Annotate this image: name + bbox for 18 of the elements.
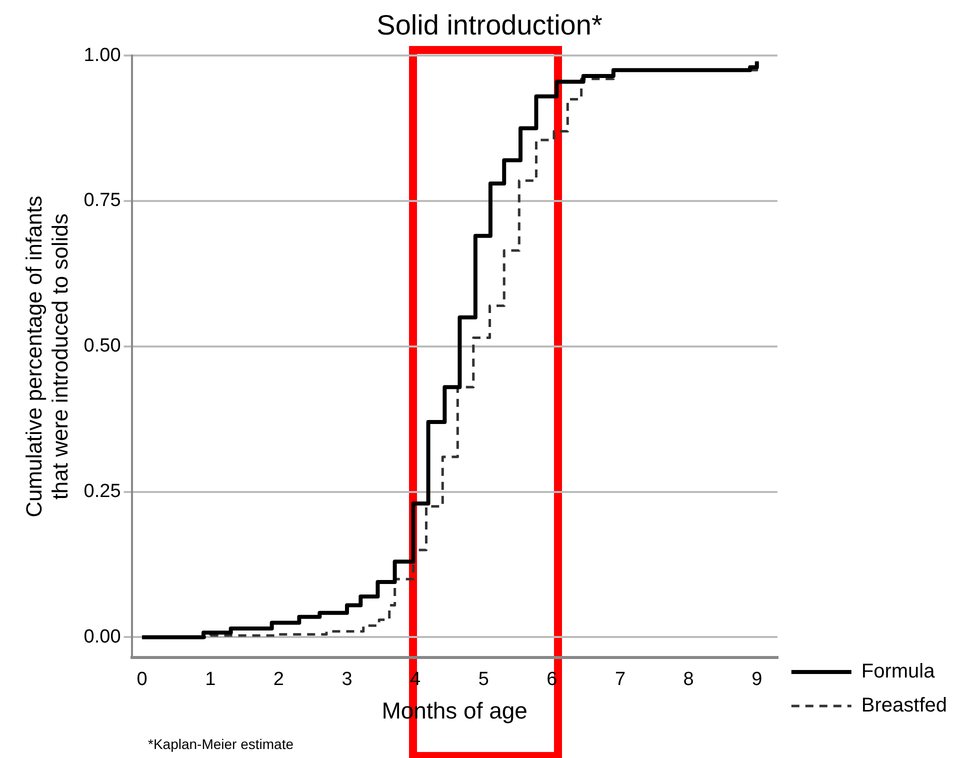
y-tick-label: 0.00 [84,626,121,648]
y-tick-label: 1.00 [84,44,121,66]
legend-label: Breastfed [861,694,948,717]
x-tick-label: 9 [752,669,762,690]
y-tick-label: 0.75 [84,190,121,212]
x-tick-label: 3 [342,669,352,690]
y-axis-title: Cumulative percentage of infants that were introduced to solids [21,196,73,518]
x-tick-label: 1 [205,669,216,690]
x-tick-label: 2 [273,669,284,690]
x-tick-label: 5 [478,669,489,690]
legend-label: Formula [861,660,936,683]
chart-title: Solid introduction* [376,10,602,41]
y-tick-label: 0.25 [84,481,121,502]
x-tick-label: 0 [136,669,148,690]
y-tick-label: 0.50 [84,336,121,357]
x-tick-label: 8 [683,669,694,690]
text: *Kaplan-Meier estimate [148,736,294,752]
x-tick-label: 7 [614,669,626,690]
